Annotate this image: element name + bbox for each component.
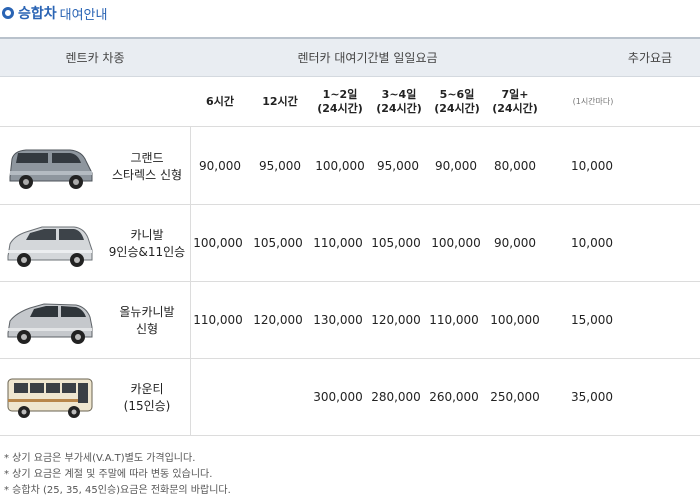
bullet-icon: [2, 7, 14, 19]
period-hours: (24시간): [434, 102, 480, 115]
header-rate: 렌터카 대여기간별 일일요금: [297, 51, 438, 65]
period-label: 7일+: [501, 88, 529, 101]
period-6h: 6시간: [190, 77, 250, 127]
price-5-6d: 100,000: [431, 236, 481, 250]
price-1-2d: 100,000: [315, 159, 365, 173]
car-name-line1: 그랜드: [130, 150, 164, 165]
table-row: 올뉴카니발 신형 110,000 120,000 130,000 120,000…: [0, 282, 700, 359]
price-extra: 10,000: [571, 159, 613, 173]
price-5-6d: 110,000: [429, 313, 479, 327]
car-name: 카운티 (15인승): [104, 359, 190, 436]
period-5-6d: 5~6일 (24시간): [428, 77, 486, 127]
price-7d-plus: 80,000: [494, 159, 536, 173]
car-name-line2: 스타렉스 신형: [111, 167, 183, 182]
note-line: * 승합차 (25, 35, 45인승)요금은 전화문의 바랍니다.: [4, 485, 231, 496]
price-7d-plus: 250,000: [490, 390, 540, 404]
period-hours: (24시간): [317, 102, 363, 115]
period-label: 6시간: [206, 95, 234, 108]
table-row: 카니발 9인승&11인승 100,000 105,000 110,000 105…: [0, 205, 700, 282]
title-main: 승합차: [18, 6, 57, 22]
period-hours: (24시간): [376, 102, 422, 115]
table-row: 카운티 (15인승) 300,000 280,000 260,000 250,0…: [0, 359, 700, 436]
price-6h: 110,000: [193, 313, 243, 327]
price-3-4d: 120,000: [371, 313, 421, 327]
note-line: * 상기 요금은 부가세(V.A.T)별도 가격입니다.: [4, 453, 196, 464]
price-1-2d: 110,000: [313, 236, 363, 250]
carnival-van-image: [7, 226, 93, 267]
price-5-6d: 90,000: [435, 159, 477, 173]
title-sub: 대여안내: [59, 7, 108, 23]
price-7d-plus: 90,000: [494, 236, 536, 250]
price-1-2d: 300,000: [313, 390, 363, 404]
car-name-line2: 9인승&11인승: [108, 244, 186, 259]
all-new-carnival-van-image: [7, 303, 93, 344]
grand-starex-van-image: [9, 149, 93, 189]
car-name-line1: 카운티: [130, 381, 164, 396]
price-extra: 35,000: [571, 390, 613, 404]
car-name: 카니발 9인승&11인승: [104, 205, 190, 282]
car-name-line1: 올뉴카니발: [119, 304, 175, 319]
car-name: 올뉴카니발 신형: [104, 282, 190, 359]
price-7d-plus: 100,000: [490, 313, 540, 327]
period-7d-plus: 7일+ (24시간): [486, 77, 544, 127]
table-row: 그랜드 스타렉스 신형 90,000 95,000 100,000 95,000…: [0, 128, 700, 205]
car-name: 그랜드 스타렉스 신형: [104, 128, 190, 205]
price-extra: 10,000: [571, 236, 613, 250]
price-3-4d: 280,000: [371, 390, 421, 404]
car-name-line2: (15인승): [123, 398, 171, 413]
header-extra: 추가요금: [627, 51, 673, 65]
table-header: 렌트카 차종 렌터카 대여기간별 일일요금 추가요금: [0, 37, 700, 77]
price-6h: 100,000: [193, 236, 243, 250]
period-12h: 12시간: [250, 77, 310, 127]
car-name-line1: 카니발: [130, 227, 164, 242]
period-1-2d: 1~2일 (24시간): [310, 77, 370, 127]
price-1-2d: 130,000: [313, 313, 363, 327]
section-title: 승합차 대여안내: [2, 4, 108, 23]
notes: * 상기 요금은 부가세(V.A.T)별도 가격입니다. * 상기 요금은 계절…: [4, 451, 231, 499]
period-label: 3~4일: [381, 88, 417, 101]
period-label: 12시간: [262, 95, 298, 108]
period-label: 5~6일: [439, 88, 475, 101]
extra-unit: (1시간마다): [572, 97, 614, 106]
car-name-line2: 신형: [135, 321, 159, 336]
header-car-type: 렌트카 차종: [65, 51, 125, 65]
period-3-4d: 3~4일 (24시간): [370, 77, 428, 127]
price-3-4d: 95,000: [377, 159, 419, 173]
price-extra: 15,000: [571, 313, 613, 327]
county-bus-image: [7, 378, 93, 418]
price-3-4d: 105,000: [371, 236, 421, 250]
price-12h: 120,000: [253, 313, 303, 327]
period-label: 1~2일: [322, 88, 358, 101]
period-header-row: 6시간 12시간 1~2일 (24시간) 3~4일 (24시간) 5~6일 (2…: [0, 77, 700, 127]
price-12h: 95,000: [259, 159, 301, 173]
price-5-6d: 260,000: [429, 390, 479, 404]
price-12h: 105,000: [253, 236, 303, 250]
period-hours: (24시간): [492, 102, 538, 115]
note-line: * 상기 요금은 계절 및 주말에 따라 변동 있습니다.: [4, 469, 213, 480]
price-6h: 90,000: [199, 159, 241, 173]
